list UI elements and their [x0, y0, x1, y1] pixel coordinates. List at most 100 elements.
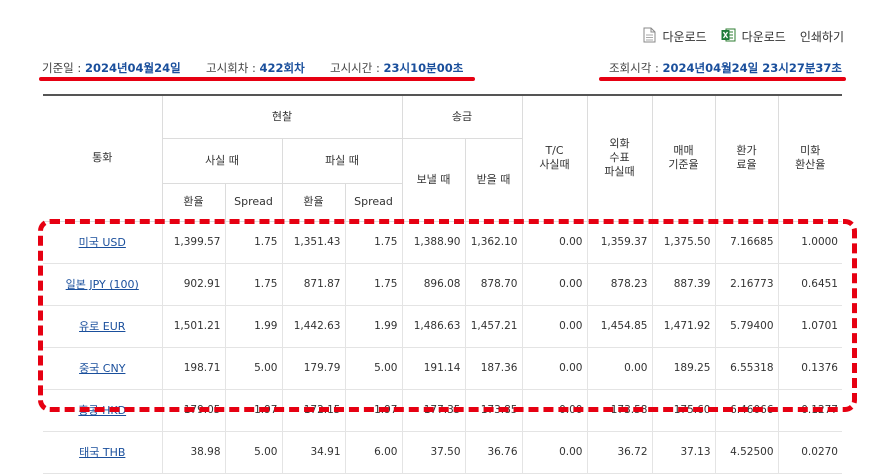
base-date-label: 기준일 : — [42, 61, 82, 75]
rate-cell: 191.14 — [401, 346, 466, 390]
rate-cell: 1,457.21 — [464, 304, 523, 348]
currency-link[interactable]: 미국 USD — [78, 236, 126, 249]
round-value: 422회차 — [259, 61, 305, 75]
print-button[interactable]: 인쇄하기 — [800, 28, 844, 45]
download-excel-button[interactable]: 다운로드 — [721, 27, 786, 46]
header-foreign-check: 외화 수표 파실때 — [586, 94, 653, 222]
rate-cell: 0.0270 — [777, 430, 842, 474]
currency-cell: 홍콩 HKD — [43, 388, 163, 432]
rate-cell: 34.91 — [281, 430, 346, 474]
rate-cell: 5.79400 — [714, 304, 779, 348]
rate-cell: 6.00 — [344, 430, 403, 474]
rate-cell: 1.97 — [344, 388, 403, 432]
query-time-label: 조회시각 : — [608, 61, 659, 75]
rate-cell: 6.55318 — [714, 346, 779, 390]
download-excel-label: 다운로드 — [741, 30, 786, 44]
header-base-rate: 매매 기준율 — [651, 94, 716, 222]
toolbar: 다운로드 다운로드 인쇄하기 — [629, 27, 844, 46]
rate-cell: 871.87 — [281, 262, 346, 306]
table-row: 중국 CNY 198.71 5.00 179.79 5.00 191.14 187.36 0.… — [43, 346, 842, 390]
header-tc: T/C 사실때 — [521, 94, 588, 222]
rate-cell: 175.60 — [651, 388, 716, 432]
rate-cell: 172.15 — [281, 388, 346, 432]
currency-link[interactable]: 중국 CNY — [79, 362, 126, 375]
table-row: 미국 USD 1,399.57 1.75 1,351.43 1.75 1,388.90 1,… — [43, 220, 842, 264]
rate-cell: 7.16685 — [714, 220, 779, 264]
query-info: 조회시각 : 2024년04월24일 23시27분37초 — [609, 60, 842, 76]
currency-cell: 일본 JPY (100) — [43, 262, 163, 306]
table-row: 일본 JPY (100) 902.91 1.75 871.87 1.75 896.08 87… — [43, 262, 842, 306]
download-doc-label: 다운로드 — [662, 30, 707, 44]
header-receive: 받을 때 — [464, 137, 522, 222]
exchange-rate-table: 통화 현찰 송금 T/C 사실때 외화 수표 파실때 매매 기준율 환가 료율 … — [43, 94, 842, 474]
rate-cell: 1,399.57 — [161, 220, 226, 264]
notice-info: 기준일 : 2024년04월24일 고시회차 : 422회차 고시시간 : 23… — [42, 60, 463, 76]
currency-link[interactable]: 유로 EUR — [79, 320, 126, 333]
table-row: 홍콩 HKD 179.05 1.97 172.15 1.97 177.35 173.85 0.… — [43, 388, 842, 432]
rate-cell: 36.76 — [464, 430, 523, 474]
rate-cell: 4.52500 — [714, 430, 779, 474]
rate-cell: 1,486.63 — [401, 304, 466, 348]
base-date-value: 2024년04월24일 — [84, 61, 181, 75]
rate-cell: 198.71 — [161, 346, 226, 390]
rate-cell: 0.6451 — [777, 262, 842, 306]
print-label: 인쇄하기 — [799, 30, 844, 44]
rate-cell: 0.1376 — [777, 346, 842, 390]
rate-cell: 173.58 — [586, 388, 653, 432]
rate-cell: 37.13 — [651, 430, 716, 474]
rate-cell: 0.00 — [521, 262, 588, 306]
highlight-underline-left — [39, 77, 475, 81]
rate-cell: 878.23 — [586, 262, 653, 306]
rate-cell: 2.16773 — [714, 262, 779, 306]
rate-cell: 36.72 — [586, 430, 653, 474]
rate-cell: 896.08 — [401, 262, 466, 306]
rate-cell: 1,359.37 — [586, 220, 653, 264]
currency-link[interactable]: 태국 THB — [79, 446, 126, 459]
rate-cell: 1.97 — [224, 388, 283, 432]
rate-cell: 1,454.85 — [586, 304, 653, 348]
header-exchange-rate: 환가 료율 — [714, 94, 779, 222]
header-cash-buy: 사실 때 — [162, 137, 283, 184]
query-time-value: 2024년04월24일 23시27분37초 — [662, 61, 842, 75]
rate-cell: 187.36 — [464, 346, 523, 390]
rate-cell: 1,471.92 — [651, 304, 716, 348]
highlight-underline-right — [599, 77, 846, 81]
rate-cell: 177.35 — [401, 388, 466, 432]
rate-cell: 1,375.50 — [651, 220, 716, 264]
rate-cell: 38.98 — [161, 430, 226, 474]
rate-cell: 1.75 — [344, 262, 403, 306]
rate-cell: 1.75 — [224, 220, 283, 264]
rate-cell: 1,388.90 — [401, 220, 466, 264]
rate-cell: 1,501.21 — [161, 304, 226, 348]
document-icon — [643, 27, 656, 46]
rate-table-body: 미국 USD 1,399.57 1.75 1,351.43 1.75 1,388.90 1,… — [43, 220, 842, 474]
table-row: 유로 EUR 1,501.21 1.99 1,442.63 1.99 1,486.63 1,… — [43, 304, 842, 348]
rate-cell: 179.79 — [281, 346, 346, 390]
header-usd-rate: 미화 환산율 — [777, 94, 842, 222]
header-send: 보낼 때 — [401, 137, 466, 222]
header-buy-spread: Spread — [224, 182, 283, 222]
rate-cell: 0.00 — [521, 346, 588, 390]
rate-cell: 1.0701 — [777, 304, 842, 348]
currency-link[interactable]: 일본 JPY (100) — [65, 278, 139, 291]
notice-time-label: 고시시간 : — [330, 61, 380, 75]
rate-cell: 1,362.10 — [464, 220, 523, 264]
currency-link[interactable]: 홍콩 HKD — [78, 404, 127, 417]
currency-cell: 중국 CNY — [43, 346, 163, 390]
rate-cell: 0.00 — [521, 220, 588, 264]
rate-cell: 37.50 — [401, 430, 466, 474]
rate-cell: 0.00 — [521, 304, 588, 348]
header-cash: 현찰 — [161, 94, 403, 139]
rate-cell: 6.46066 — [714, 388, 779, 432]
rate-cell: 5.00 — [224, 346, 283, 390]
rate-cell: 0.00 — [521, 388, 588, 432]
header-currency: 통화 — [43, 94, 163, 222]
rate-cell: 1.0000 — [777, 220, 842, 264]
table-row: 태국 THB 38.98 5.00 34.91 6.00 37.50 36.76 0.00 36… — [43, 430, 842, 474]
currency-cell: 유로 EUR — [43, 304, 163, 348]
rate-cell: 5.00 — [224, 430, 283, 474]
header-remit: 송금 — [401, 94, 523, 139]
rate-cell: 1.99 — [224, 304, 283, 348]
rate-cell: 0.1277 — [777, 388, 842, 432]
download-doc-button[interactable]: 다운로드 — [643, 27, 707, 46]
